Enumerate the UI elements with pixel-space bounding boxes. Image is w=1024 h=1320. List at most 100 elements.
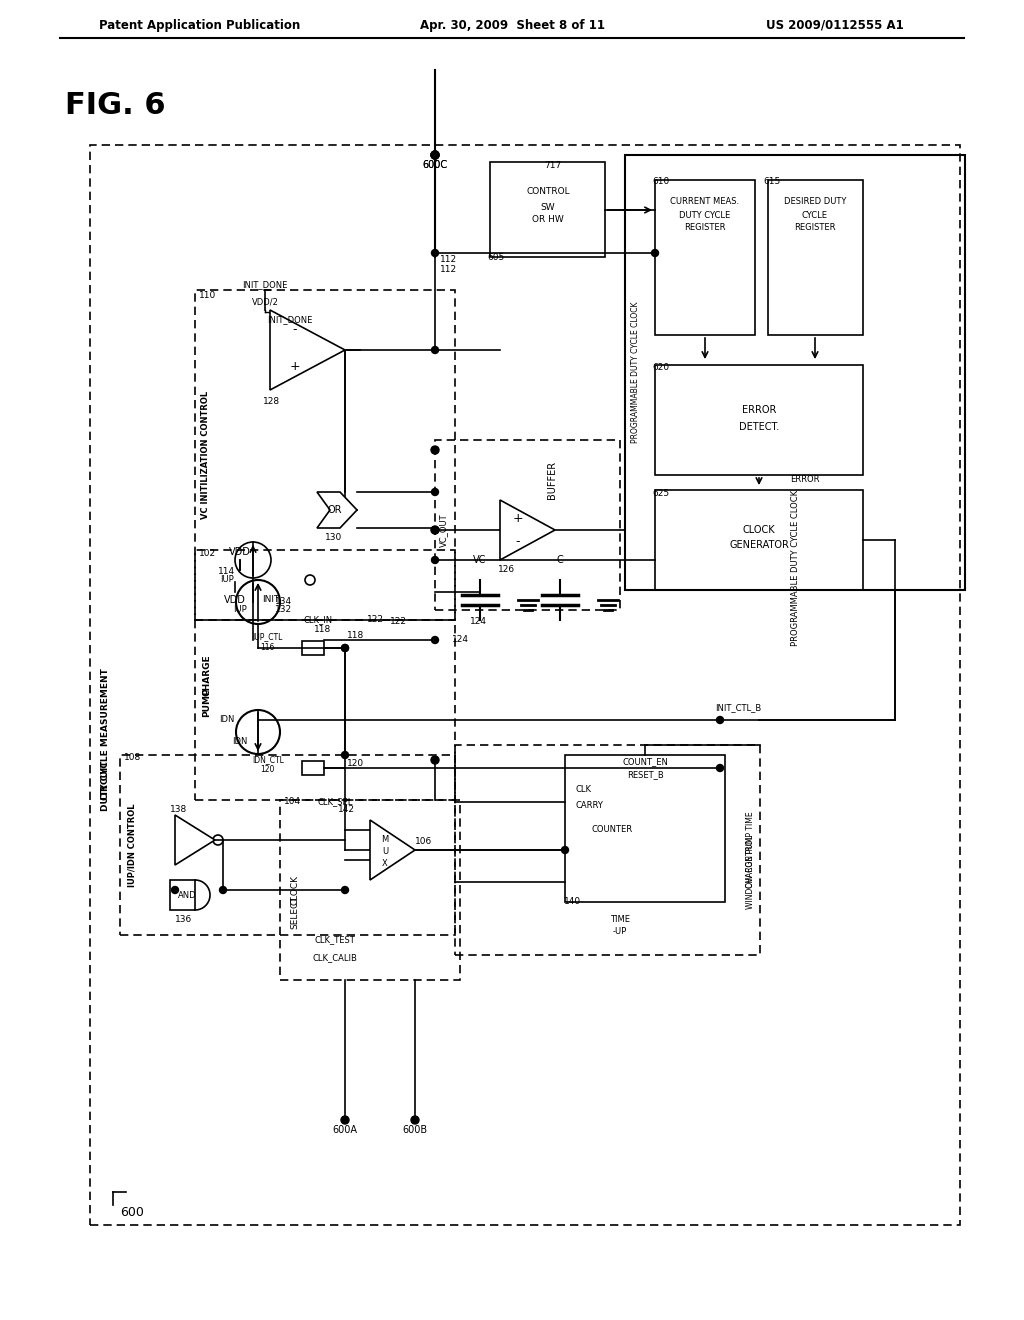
- Text: 600C: 600C: [423, 160, 447, 170]
- Text: 620: 620: [652, 363, 669, 372]
- Text: 138: 138: [170, 805, 187, 814]
- Text: CLK_SEL: CLK_SEL: [317, 797, 352, 807]
- Text: 120: 120: [347, 759, 365, 768]
- Circle shape: [431, 488, 438, 495]
- Circle shape: [431, 527, 438, 533]
- Text: 130: 130: [325, 532, 342, 541]
- Text: VC_OUT: VC_OUT: [439, 513, 449, 546]
- Text: 128: 128: [263, 397, 281, 407]
- Text: VDD/2: VDD/2: [252, 297, 279, 306]
- Text: 140: 140: [564, 898, 582, 907]
- Circle shape: [431, 446, 439, 454]
- Bar: [655, 490, 863, 590]
- Text: REGISTER: REGISTER: [684, 223, 726, 232]
- Circle shape: [717, 764, 724, 771]
- Text: RESET_B: RESET_B: [627, 771, 664, 780]
- Text: INIT_DONE: INIT_DONE: [267, 315, 312, 325]
- Text: 600B: 600B: [402, 1125, 428, 1135]
- Text: CLK_IN: CLK_IN: [303, 615, 333, 624]
- Text: ERROR: ERROR: [741, 405, 776, 414]
- Bar: [455, 744, 760, 954]
- Text: 717: 717: [544, 161, 561, 169]
- Text: Patent Application Publication: Patent Application Publication: [99, 18, 301, 32]
- Bar: [90, 145, 961, 1225]
- Text: TIME: TIME: [610, 916, 630, 924]
- Text: VC: VC: [473, 554, 486, 565]
- Text: X: X: [382, 859, 388, 869]
- Bar: [170, 880, 195, 909]
- Text: 118: 118: [314, 626, 331, 635]
- Text: 122: 122: [367, 615, 384, 624]
- Bar: [655, 366, 863, 475]
- Text: IDN_CTL: IDN_CTL: [252, 755, 284, 764]
- Text: INIT_DONE: INIT_DONE: [243, 281, 288, 289]
- Text: 124: 124: [470, 618, 487, 627]
- Circle shape: [431, 346, 438, 354]
- Circle shape: [341, 644, 348, 652]
- Circle shape: [341, 887, 348, 894]
- Text: COUNTER: COUNTER: [592, 825, 633, 834]
- Text: IUP_CTL: IUP_CTL: [252, 632, 283, 642]
- Text: INIT: INIT: [262, 595, 280, 605]
- Text: 136: 136: [175, 916, 193, 924]
- Text: REGISTER: REGISTER: [795, 223, 836, 232]
- Text: 110: 110: [199, 290, 216, 300]
- Text: GENERATOR: GENERATOR: [729, 540, 788, 550]
- Text: DESIRED DUTY: DESIRED DUTY: [783, 198, 846, 206]
- Text: CLK: CLK: [575, 785, 591, 795]
- Circle shape: [561, 846, 568, 854]
- Circle shape: [341, 1115, 349, 1125]
- Text: 134: 134: [275, 598, 292, 606]
- Text: PUMP: PUMP: [203, 688, 212, 717]
- Text: SELECT: SELECT: [291, 895, 299, 929]
- Circle shape: [219, 887, 226, 894]
- Text: DETECT.: DETECT.: [739, 422, 779, 432]
- Text: CIRCUIT: CIRCUIT: [100, 760, 110, 800]
- Circle shape: [431, 150, 439, 158]
- Text: +: +: [513, 511, 523, 524]
- Polygon shape: [175, 814, 215, 865]
- Text: ERROR: ERROR: [790, 475, 819, 484]
- Text: CLOCK: CLOCK: [291, 875, 299, 906]
- Circle shape: [411, 1115, 419, 1125]
- Text: M: M: [381, 836, 389, 845]
- Text: IUP: IUP: [233, 606, 247, 615]
- Text: 112: 112: [440, 256, 457, 264]
- Text: OR: OR: [328, 506, 342, 515]
- Text: INIT_CTL_B: INIT_CTL_B: [715, 704, 761, 713]
- Text: CLK_CALIB: CLK_CALIB: [312, 953, 357, 962]
- Text: CHARGE PUMP TIME: CHARGE PUMP TIME: [746, 812, 755, 888]
- Bar: [195, 550, 455, 800]
- Text: FIG. 6: FIG. 6: [65, 91, 165, 120]
- Text: COUNT_EN: COUNT_EN: [622, 758, 668, 767]
- Text: 116: 116: [260, 643, 274, 652]
- Text: DUTY CYCLE MEASUREMENT: DUTY CYCLE MEASUREMENT: [100, 668, 110, 812]
- Text: 132: 132: [275, 606, 292, 615]
- Polygon shape: [500, 500, 555, 560]
- Circle shape: [431, 636, 438, 644]
- Circle shape: [431, 525, 439, 535]
- Text: C: C: [557, 554, 563, 565]
- Circle shape: [431, 756, 439, 764]
- Text: IUP: IUP: [220, 576, 234, 585]
- Text: WINDOW CONTROL: WINDOW CONTROL: [746, 836, 755, 909]
- Text: CURRENT MEAS.: CURRENT MEAS.: [671, 198, 739, 206]
- Text: CHARGE: CHARGE: [203, 655, 212, 696]
- Text: CLK_TEST: CLK_TEST: [314, 936, 355, 945]
- Text: U: U: [382, 847, 388, 857]
- Text: 615: 615: [763, 177, 780, 186]
- Text: 112: 112: [440, 265, 457, 275]
- Text: SW: SW: [541, 202, 555, 211]
- Text: 104: 104: [284, 797, 301, 807]
- Circle shape: [431, 150, 439, 158]
- Text: 108: 108: [124, 754, 141, 763]
- Text: DUTY CYCLE: DUTY CYCLE: [679, 210, 731, 219]
- Circle shape: [717, 717, 724, 723]
- Text: VC INITILIZATION CONTROL: VC INITILIZATION CONTROL: [202, 391, 211, 519]
- Text: 600C: 600C: [422, 160, 447, 170]
- Circle shape: [171, 887, 178, 894]
- Bar: [435, 440, 620, 610]
- Text: AND: AND: [178, 891, 197, 899]
- Circle shape: [341, 751, 348, 759]
- Text: -UP: -UP: [613, 928, 627, 936]
